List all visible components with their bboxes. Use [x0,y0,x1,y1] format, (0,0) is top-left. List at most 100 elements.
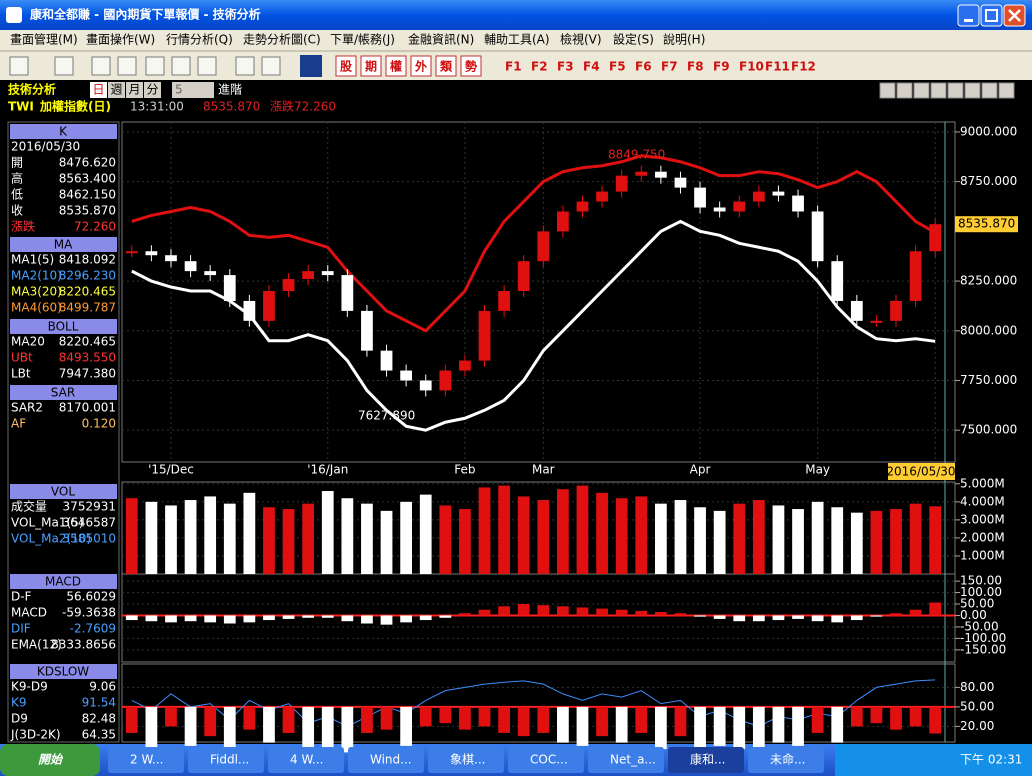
task-label: 象棋... [450,753,485,767]
task-button[interactable] [188,747,264,773]
row-label: MACD [11,606,47,620]
view-icon[interactable] [964,82,981,99]
candle [694,187,706,208]
toolbar-icon[interactable] [54,56,74,76]
task-button[interactable] [748,747,824,773]
price-marker-label: 8535.870 [958,217,1015,231]
task-button[interactable] [268,747,344,773]
function-key[interactable]: F3 [557,60,574,74]
candle [537,231,550,262]
function-key[interactable]: F6 [635,60,652,74]
toolbar-icon[interactable] [91,56,111,76]
period-button[interactable] [126,82,143,98]
market-button[interactable] [360,55,382,77]
row-label: 漲跌 [11,219,35,234]
view-icon[interactable] [879,82,896,99]
function-key[interactable]: F9 [713,60,730,74]
function-key[interactable]: F7 [661,60,678,74]
candle [596,191,608,202]
toolbar-icon[interactable] [171,56,191,76]
row-value: 3585010 [63,532,116,546]
view-icon[interactable] [981,82,998,99]
function-key[interactable]: F12 [791,60,816,74]
menu-item[interactable]: 畫面操作(W) [86,32,155,47]
histogram-bar [596,706,608,737]
volume-bar [204,496,217,574]
market-button[interactable] [460,55,482,77]
function-key[interactable]: F10 [739,60,764,74]
interval-select[interactable] [172,82,214,98]
task-button[interactable] [588,747,664,773]
histogram-bar [478,609,491,616]
view-icon[interactable] [947,82,964,99]
volume-bar [361,503,373,574]
function-key[interactable]: F4 [583,60,600,74]
toolbar-icon[interactable] [300,55,322,77]
period-button[interactable] [108,82,125,98]
function-key[interactable]: F8 [687,60,704,74]
advanced-button[interactable]: 進階 [218,82,242,97]
maximize-button[interactable] [980,4,1003,27]
toolbar-icon[interactable] [197,56,217,76]
task-button[interactable] [348,747,424,773]
menu-item[interactable]: 說明(H) [663,32,705,47]
histogram-bar [204,706,217,737]
row-label: SAR2 [11,401,43,415]
toolbar-icon[interactable] [9,56,29,76]
volume-bar [537,500,550,574]
menu-item[interactable]: 檢視(V) [560,32,602,47]
market-button[interactable] [385,55,407,77]
menu-item[interactable]: 畫面管理(M) [10,32,78,47]
row-label: 低 [11,188,23,202]
task-button[interactable] [508,747,584,773]
row-value: 82.48 [82,712,116,726]
candle [125,251,138,254]
market-button[interactable] [435,55,457,77]
task-button[interactable] [668,747,744,773]
menu-item[interactable]: 行情分析(Q) [166,33,233,47]
toolbar-icon[interactable] [235,56,255,76]
menu-item[interactable]: 下單/帳務(J) [330,33,395,47]
function-key[interactable]: F5 [609,60,626,74]
y-tick-label: -50.00 [960,619,999,633]
market-button[interactable] [335,55,357,77]
toolbar-icon[interactable] [145,56,165,76]
function-key[interactable]: F2 [531,60,548,74]
y-tick-label: 80.00 [960,680,994,694]
toolbar-icon[interactable] [117,56,137,76]
function-key[interactable]: F11 [765,60,790,74]
task-button[interactable] [428,747,504,773]
histogram-bar [478,706,491,727]
toolbar-icon[interactable] [261,56,281,76]
histogram-bar [243,706,256,730]
row-label: 成交量 [11,499,47,514]
menu-item[interactable]: 走勢分析圖(C) [243,32,321,47]
histogram-bar [400,706,413,746]
view-icon[interactable] [998,82,1015,99]
candle [831,261,844,301]
minimize-button[interactable] [957,4,980,27]
view-icon[interactable] [930,82,947,99]
volume-bar [576,485,589,574]
task-button[interactable] [108,747,184,773]
quote-name: 加權指數(日) [39,99,111,114]
period-button[interactable] [144,82,161,98]
menu-item[interactable]: 金融資訊(N) [408,32,474,47]
period-label: 日 [92,83,104,97]
volume-bar [302,503,315,574]
function-key[interactable]: F1 [505,60,522,74]
start-button[interactable] [0,744,100,776]
period-button[interactable] [90,82,107,98]
x-tick-label: Mar [532,463,555,477]
band-line [131,219,936,432]
market-button[interactable] [410,55,432,77]
view-icon[interactable] [913,82,930,99]
menu-item[interactable]: 輔助工具(A) [484,33,550,47]
candle [890,300,902,321]
histogram-bar [165,615,177,623]
row-value: 8170.001 [59,401,116,415]
view-icon[interactable] [896,82,913,99]
section-header [10,664,117,679]
section-title: MA [54,238,73,252]
menu-item[interactable]: 設定(S) [613,32,654,47]
